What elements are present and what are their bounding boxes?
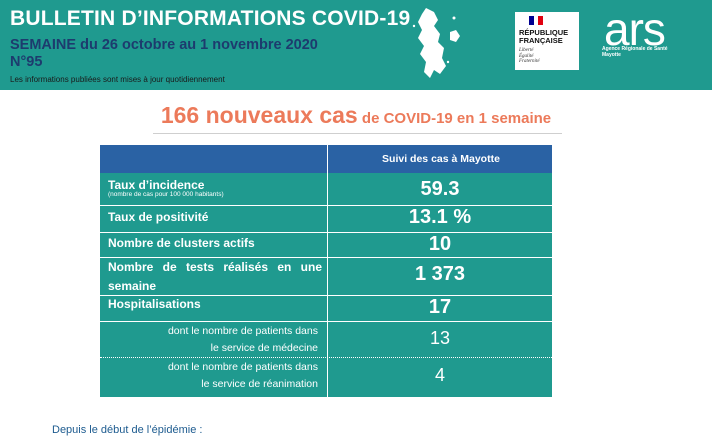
since-epidemic-start: Depuis le début de l’épidémie :: [52, 424, 203, 436]
value-tests: 1 373: [414, 263, 466, 285]
row-divider: [100, 232, 552, 233]
value-clusters: 10: [428, 233, 452, 255]
row-label-tests: Nombre de tests réalisés en une semaine: [108, 260, 322, 293]
row-label-medicine: dont le nombre de patients dans le servi…: [167, 325, 318, 354]
row-divider: [100, 257, 552, 258]
row-label-positivity: Taux de positivité: [108, 210, 209, 224]
mayotte-map-icon: [412, 8, 460, 78]
row-divider: [100, 357, 552, 358]
row-divider: [100, 295, 552, 296]
bulletin-number: N°95: [10, 54, 43, 70]
ars-logo-word: ars: [604, 3, 666, 55]
bulletin-title: BULLETIN D’INFORMATIONS COVID-19: [10, 7, 411, 30]
value-incidence: 59.3: [420, 178, 460, 200]
update-note: Les informations publiées sont mises à j…: [10, 75, 225, 84]
french-flag-icon: [529, 16, 544, 25]
column-header: Suivi des cas à Mayotte: [382, 153, 500, 165]
value-hospitalisations: 17: [428, 296, 452, 318]
rf-logo-motto: Liberté Égalité Fraternité: [519, 48, 540, 64]
ars-logo: ars Agence Régionale de Santé Mayotte: [600, 3, 700, 70]
week-range: SEMAINE du 26 octobre au 1 novembre 2020: [10, 37, 318, 53]
header-banner: BULLETIN D’INFORMATIONS COVID-19 SEMAINE…: [0, 0, 712, 90]
republique-francaise-logo: RÉPUBLIQUE FRANÇAISE Liberté Égalité Fra…: [515, 12, 579, 70]
row-label-incidence: Taux d’incidence: [108, 178, 205, 192]
table-header: Suivi des cas à Mayotte: [100, 145, 552, 173]
row-note-incidence: (nombre de cas pour 100 000 habitants): [108, 191, 224, 198]
value-reanimation: 4: [434, 365, 445, 385]
column-divider: [327, 145, 328, 397]
new-cases-headline: 166 nouveaux cas de COVID-19 en 1 semain…: [0, 102, 712, 129]
headline-divider: [153, 133, 562, 134]
rf-logo-name: RÉPUBLIQUE FRANÇAISE: [519, 28, 569, 45]
row-divider: [100, 321, 552, 322]
headline-cases: 166 nouveaux cas: [160, 102, 358, 128]
headline-subtext: de COVID-19 en 1 semaine: [357, 110, 552, 127]
row-label-clusters: Nombre de clusters actifs: [108, 236, 255, 250]
row-label-reanimation: dont le nombre de patients dans le servi…: [167, 361, 318, 390]
row-label-hospitalisations: Hospitalisations: [108, 297, 201, 311]
value-medicine: 13: [429, 328, 451, 348]
stats-table: Suivi des cas à Mayotte Taux d’incidence…: [100, 145, 552, 397]
row-divider: [100, 205, 552, 206]
value-positivity: 13.1 %: [408, 206, 472, 228]
ars-logo-subtitle: Agence Régionale de Santé Mayotte: [602, 46, 668, 58]
